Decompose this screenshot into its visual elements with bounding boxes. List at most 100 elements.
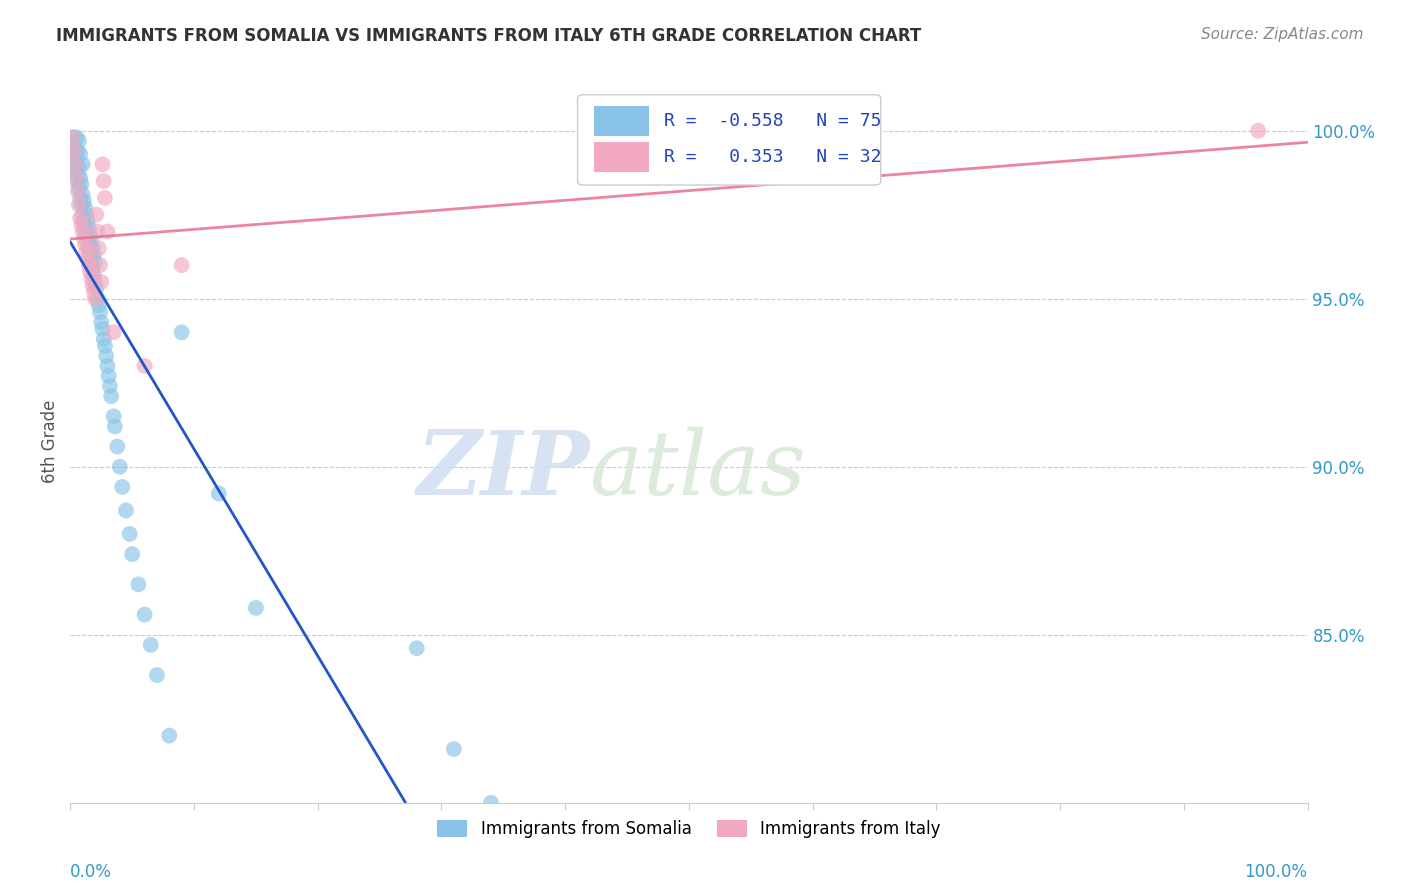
Y-axis label: 6th Grade: 6th Grade <box>41 400 59 483</box>
Point <box>94 191 117 205</box>
Text: ZIP: ZIP <box>416 427 591 514</box>
Point <box>66 144 89 158</box>
Point <box>69 170 91 185</box>
Point <box>72 157 94 171</box>
Point <box>100 389 122 403</box>
Point <box>83 285 105 299</box>
Point <box>105 440 128 454</box>
Point <box>73 231 96 245</box>
Point <box>82 241 104 255</box>
Point <box>80 254 103 268</box>
Point <box>63 157 86 171</box>
Point <box>67 134 90 148</box>
Point <box>75 201 97 215</box>
Point <box>79 227 101 242</box>
Text: R =  -0.558   N = 75: R = -0.558 N = 75 <box>664 112 882 129</box>
Point <box>479 796 502 810</box>
Point <box>245 600 267 615</box>
Legend: Immigrants from Somalia, Immigrants from Italy: Immigrants from Somalia, Immigrants from… <box>430 814 948 845</box>
FancyBboxPatch shape <box>578 95 880 185</box>
Point <box>70 197 93 211</box>
Point <box>121 547 143 561</box>
Point <box>86 225 108 239</box>
Point <box>134 359 156 373</box>
Point <box>97 369 120 384</box>
Point <box>93 332 115 346</box>
Text: atlas: atlas <box>591 427 806 514</box>
Point <box>91 322 114 336</box>
Point <box>170 258 193 272</box>
Point <box>80 271 103 285</box>
Point <box>62 130 84 145</box>
Point <box>72 187 94 202</box>
Point <box>65 147 87 161</box>
Text: 0.0%: 0.0% <box>70 863 112 881</box>
Point <box>80 235 103 249</box>
Point <box>139 638 162 652</box>
Point <box>62 130 84 145</box>
Point <box>66 184 89 198</box>
Point <box>70 218 93 232</box>
Point <box>76 235 98 249</box>
Point <box>84 292 107 306</box>
Point <box>65 164 87 178</box>
Point <box>87 241 110 255</box>
Point <box>69 147 91 161</box>
Point <box>77 241 100 255</box>
Text: R =   0.353   N = 32: R = 0.353 N = 32 <box>664 148 882 166</box>
Point <box>89 305 111 319</box>
Text: 100.0%: 100.0% <box>1244 863 1308 881</box>
Point <box>73 194 96 209</box>
Point <box>127 577 149 591</box>
Point <box>98 379 121 393</box>
Point <box>62 151 84 165</box>
Point <box>72 225 94 239</box>
Text: Source: ZipAtlas.com: Source: ZipAtlas.com <box>1201 27 1364 42</box>
Point <box>82 261 104 276</box>
Point <box>134 607 156 622</box>
Point <box>115 503 138 517</box>
Point <box>77 258 100 272</box>
Point <box>118 527 141 541</box>
Point <box>65 157 87 171</box>
Point <box>87 298 110 312</box>
Point <box>65 130 87 145</box>
Point <box>60 140 83 154</box>
Point <box>69 191 91 205</box>
Point <box>96 349 118 363</box>
Point <box>83 268 105 283</box>
Point <box>63 144 86 158</box>
Point <box>96 225 118 239</box>
Point <box>75 221 97 235</box>
Point <box>108 459 131 474</box>
Point <box>75 227 97 242</box>
Point <box>443 742 465 756</box>
Point <box>157 729 180 743</box>
Text: IMMIGRANTS FROM SOMALIA VS IMMIGRANTS FROM ITALY 6TH GRADE CORRELATION CHART: IMMIGRANTS FROM SOMALIA VS IMMIGRANTS FR… <box>56 27 921 45</box>
Point <box>73 214 96 228</box>
Point <box>70 178 93 192</box>
Point <box>103 326 125 340</box>
Point <box>76 252 98 266</box>
Point <box>75 244 97 259</box>
Point <box>67 161 90 175</box>
Point <box>84 282 107 296</box>
Point <box>104 419 127 434</box>
Point <box>405 641 427 656</box>
Point <box>146 668 169 682</box>
Point <box>91 157 114 171</box>
Point <box>75 238 97 252</box>
Point <box>83 248 105 262</box>
Point <box>1247 124 1270 138</box>
Point <box>72 208 94 222</box>
Point <box>67 181 90 195</box>
Point <box>96 359 118 373</box>
Point <box>82 278 104 293</box>
Point <box>65 153 87 168</box>
Point <box>93 174 115 188</box>
Point <box>65 174 87 188</box>
Point <box>84 254 107 268</box>
Point <box>84 208 107 222</box>
Point <box>89 258 111 272</box>
Point <box>69 211 91 225</box>
